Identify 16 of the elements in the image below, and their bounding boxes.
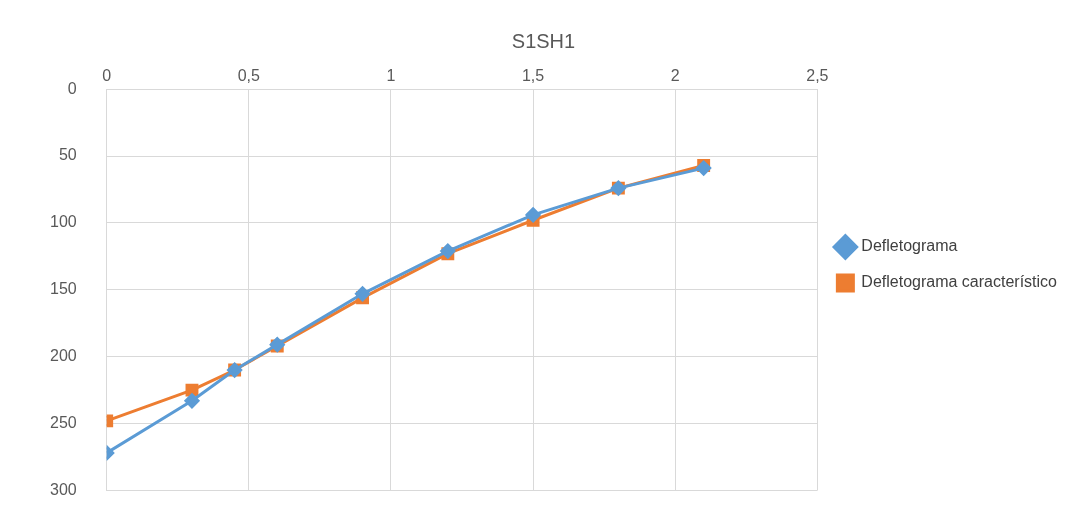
chart-title: S1SH1 xyxy=(511,29,576,52)
y-tick-label: 50 xyxy=(58,146,77,164)
x-tick-label: 2 xyxy=(670,67,680,85)
x-tick-label: 1,5 xyxy=(521,67,545,85)
y-tick-label: 0 xyxy=(67,79,77,97)
x-tick-label: 2,5 xyxy=(806,67,829,85)
legend-label: Defletograma característico xyxy=(861,273,1058,291)
y-tick-label: 300 xyxy=(49,480,77,498)
x-tick-label: 0 xyxy=(102,67,112,85)
legend-label: Defletograma xyxy=(861,237,958,255)
y-tick-label: 150 xyxy=(49,280,77,298)
y-tick-label: 100 xyxy=(49,213,77,231)
y-tick-label: 200 xyxy=(49,347,77,365)
x-tick-label: 0,5 xyxy=(237,67,261,85)
x-tick-label: 1 xyxy=(386,67,396,85)
y-tick-label: 250 xyxy=(49,413,77,431)
